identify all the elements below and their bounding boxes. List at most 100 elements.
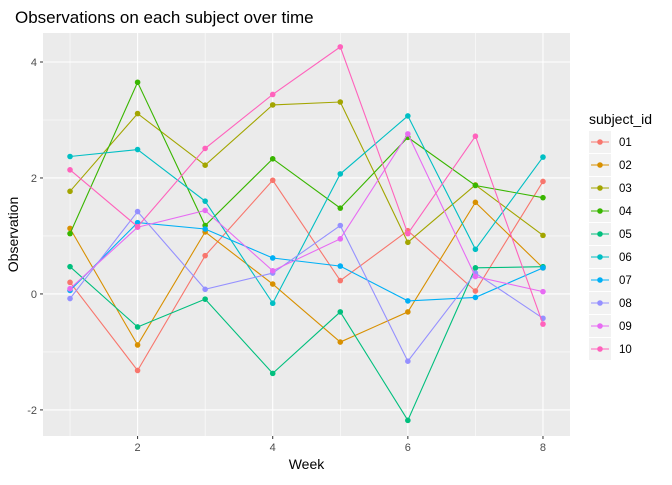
legend-label: 04 (619, 206, 632, 218)
legend-label: 06 (619, 252, 632, 264)
data-point (472, 133, 479, 140)
legend-item-03: 03 (589, 177, 632, 199)
data-point (405, 131, 411, 137)
legend-item-07: 07 (589, 269, 632, 291)
series-line (69, 115, 544, 305)
data-point (202, 296, 208, 302)
data-point (337, 222, 344, 229)
data-point (202, 286, 208, 293)
data-point (67, 188, 73, 195)
data-point (337, 236, 344, 242)
legend-item-06: 06 (589, 246, 632, 268)
data-point (540, 194, 546, 201)
data-point (134, 324, 141, 330)
data-point (540, 321, 546, 327)
series-line (69, 101, 544, 244)
y-tick-label: -2 (27, 405, 37, 417)
data-point (337, 309, 344, 315)
data-point (67, 295, 73, 302)
axes: 2 4 6 8 -2 0 2 4 (27, 57, 546, 454)
data-point (67, 153, 73, 160)
legend-label: 02 (619, 160, 632, 172)
data-point (405, 230, 411, 237)
plot-panel (43, 33, 570, 436)
series-06 (67, 113, 546, 307)
data-point (472, 273, 479, 280)
data-point (202, 145, 208, 152)
data-point (67, 230, 73, 237)
series-line (69, 80, 544, 234)
data-point (472, 265, 479, 271)
legend-key-point (597, 231, 603, 237)
data-point (405, 298, 411, 304)
series-01 (67, 177, 546, 374)
legend-key-point (597, 254, 603, 260)
y-tick-label: 2 (31, 173, 37, 185)
series-line (69, 179, 544, 372)
data-point (67, 167, 73, 173)
series-line (69, 46, 544, 325)
data-point (202, 162, 208, 169)
legend-title: subject_id (589, 111, 652, 127)
data-point (67, 263, 73, 270)
data-point (405, 417, 411, 424)
y-tick-label: 4 (31, 57, 37, 69)
series-05 (67, 263, 546, 424)
legend-item-02: 02 (589, 154, 632, 176)
data-point (269, 255, 276, 261)
data-point (134, 367, 141, 374)
data-point (202, 207, 208, 214)
legend: subject_id 01 02 03 04 05 06 07 08 09 10 (589, 111, 652, 360)
data-point (540, 232, 546, 239)
legend-label: 05 (619, 229, 632, 241)
data-point (67, 285, 73, 292)
data-point (134, 79, 141, 86)
legend-label: 07 (619, 275, 632, 287)
x-axis-label: Week (289, 456, 326, 472)
data-point (269, 300, 276, 307)
data-point (472, 199, 479, 206)
data-point (134, 146, 141, 153)
x-tick-label: 8 (540, 442, 546, 454)
series-line (69, 201, 544, 347)
data-point (134, 342, 141, 348)
legend-label: 08 (619, 298, 632, 310)
x-tick-label: 4 (270, 442, 276, 454)
data-point (405, 239, 411, 246)
data-point (337, 277, 344, 284)
legend-key-point (597, 139, 603, 145)
data-point (337, 99, 344, 105)
legend-item-08: 08 (589, 292, 632, 314)
legend-key-point (597, 346, 603, 352)
data-point (472, 294, 479, 301)
data-point (134, 110, 141, 117)
legend-item-09: 09 (589, 315, 632, 337)
data-point (472, 246, 479, 253)
data-point (202, 226, 208, 232)
legend-key-point (597, 323, 603, 329)
data-point (540, 154, 546, 160)
legend-label: 10 (619, 344, 632, 356)
data-point (540, 178, 546, 185)
series-lines (67, 44, 546, 424)
x-tick-label: 2 (135, 442, 141, 454)
data-point (472, 182, 479, 189)
data-point (472, 288, 479, 294)
x-tick-label: 6 (405, 442, 411, 454)
data-point (337, 205, 344, 211)
data-point (134, 219, 141, 226)
data-point (67, 279, 73, 286)
series-line (69, 132, 544, 293)
data-point (269, 281, 276, 287)
series-line (69, 266, 543, 422)
series-10 (67, 44, 546, 327)
data-point (540, 265, 546, 271)
data-point (337, 44, 344, 50)
legend-key-point (597, 277, 603, 283)
data-point (337, 339, 344, 345)
legend-key-point (597, 185, 603, 191)
legend-label: 09 (619, 321, 632, 333)
data-point (405, 309, 411, 315)
